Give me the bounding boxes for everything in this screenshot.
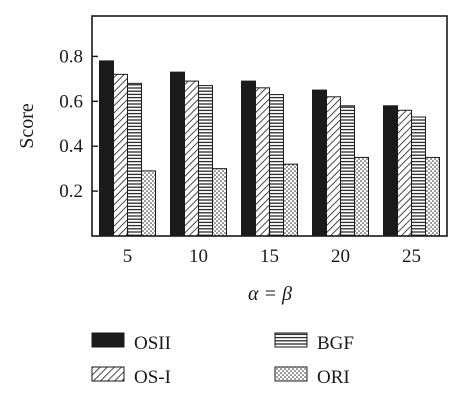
bar-osii-5: [99, 60, 114, 237]
bar-ori-10: [212, 168, 227, 237]
x-tick-label: 25: [402, 246, 421, 267]
y-tick-label: 0.4: [59, 136, 83, 157]
legend-label-ori: ORI: [317, 367, 350, 388]
x-tick-label: 15: [260, 246, 279, 267]
legend-label-bgf: BGF: [317, 333, 354, 354]
y-tick-label: 0.2: [59, 181, 83, 202]
y-axis-title: Score: [16, 103, 38, 149]
legend-swatch-bgf: [274, 332, 308, 348]
bar-osii-20: [312, 89, 327, 237]
bar-ori-15: [283, 163, 298, 237]
bars-group: [99, 60, 440, 237]
y-tick-label: 0.8: [59, 46, 83, 67]
x-tick-label: 5: [123, 246, 133, 267]
bar-osii-15: [241, 80, 256, 237]
bar-osii-25: [383, 105, 398, 237]
bar-os-i-5: [113, 73, 128, 237]
legend-swatch-osii: [91, 332, 125, 348]
legend: OSII BGF OS-I ORI: [91, 332, 354, 388]
legend-swatch-os-i: [91, 366, 125, 382]
y-tick-label: 0.6: [59, 91, 83, 112]
bar-ori-25: [425, 156, 440, 237]
x-tick-label: 20: [331, 246, 350, 267]
y-axis: 0.2 0.4 0.6 0.8: [59, 46, 98, 202]
legend-swatch-ori: [274, 366, 308, 382]
legend-label-os-i: OS-I: [134, 367, 171, 388]
bar-bgf-15: [269, 94, 284, 237]
bar-os-i-10: [184, 80, 199, 237]
bar-ori-20: [354, 156, 369, 237]
legend-label-osii: OSII: [134, 333, 171, 354]
bar-bgf-10: [198, 85, 213, 237]
bar-ori-5: [141, 170, 156, 237]
bar-os-i-25: [397, 109, 412, 237]
bar-os-i-15: [255, 87, 270, 237]
bar-bgf-25: [411, 116, 426, 237]
bar-bgf-20: [340, 105, 355, 237]
x-axis: 5 10 15 20 25: [123, 230, 421, 267]
bar-osii-10: [170, 71, 185, 237]
x-tick-label: 10: [189, 246, 208, 267]
bar-bgf-5: [127, 82, 142, 237]
bar-os-i-20: [326, 96, 341, 237]
x-axis-title: α = β: [248, 283, 292, 305]
